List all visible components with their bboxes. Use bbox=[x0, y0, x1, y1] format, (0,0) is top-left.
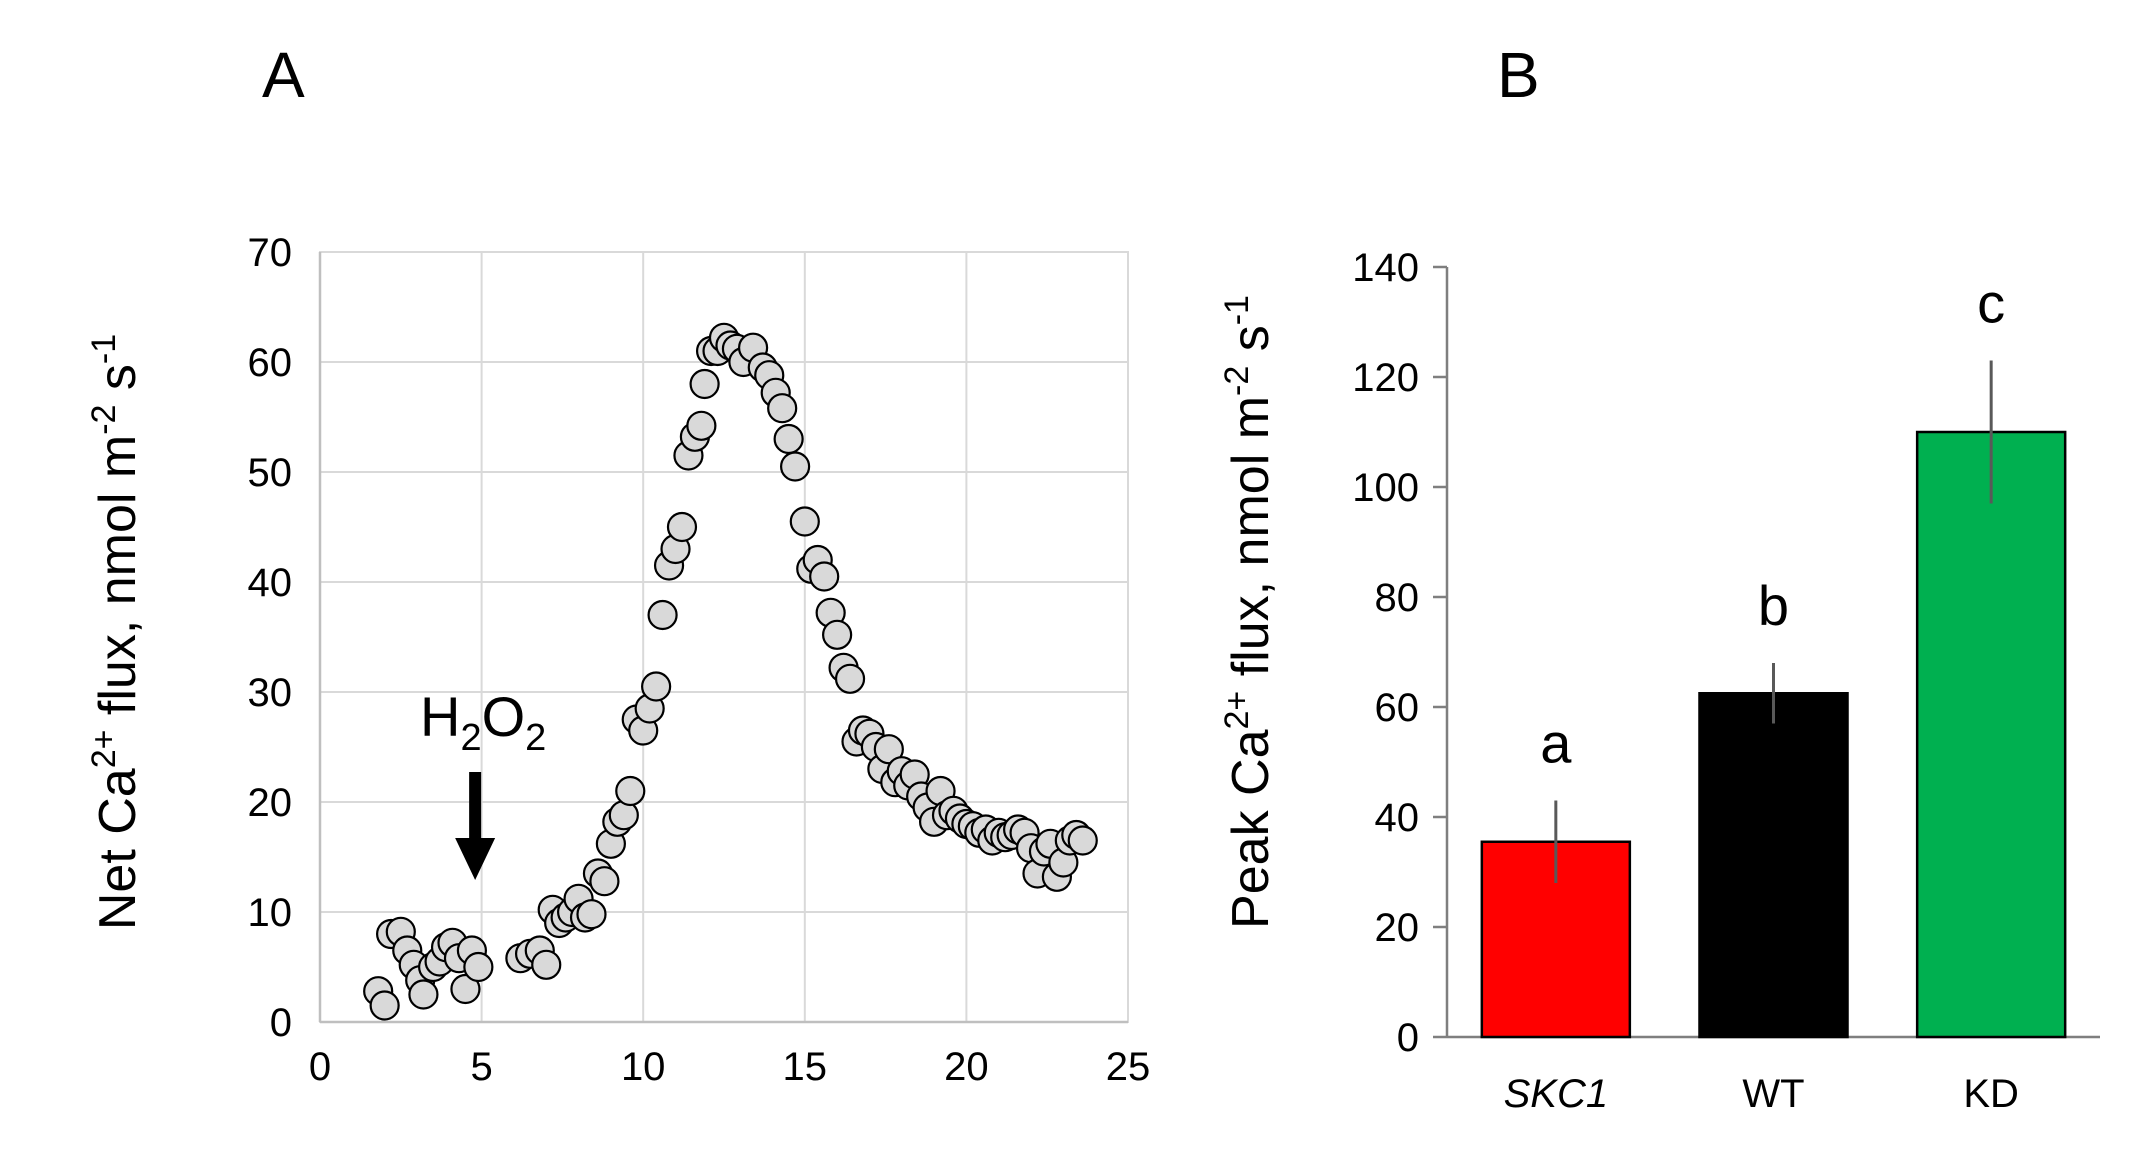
panel-b-bar-kd bbox=[1915, 430, 2067, 1039]
panel-a-data-point bbox=[834, 663, 866, 694]
panel-b-y-tick-label: 140 bbox=[1352, 246, 1419, 290]
panel-a-data-point bbox=[686, 410, 717, 441]
panel-b-category-label: WT bbox=[1742, 1072, 1804, 1116]
panel-a-data-point bbox=[689, 368, 720, 400]
panel-a-y-tick-label: 70 bbox=[248, 231, 293, 275]
panel-a-data-point bbox=[873, 734, 904, 765]
panel-b-label: B bbox=[1497, 39, 1540, 111]
panel-a-gridlines bbox=[319, 251, 1129, 1023]
panel-a-y-tick-label: 20 bbox=[248, 781, 293, 825]
panel-a-data-point bbox=[615, 775, 646, 807]
panel-a-y-tick-label: 60 bbox=[248, 341, 293, 385]
panel-a-data-point bbox=[780, 451, 811, 482]
panel-a-data-point bbox=[641, 671, 672, 702]
panel-a-tick-labels: 0 10 20 30 40 50 60 70 0 5 10 15 20 25 bbox=[248, 231, 1151, 1089]
panel-a-label: A bbox=[262, 39, 305, 111]
panel-a-data-point bbox=[531, 949, 562, 980]
panel-a-data-point bbox=[767, 393, 798, 424]
panel-a-data-point bbox=[589, 866, 620, 897]
panel-a-data-point bbox=[408, 979, 439, 1010]
panel-a-data-points bbox=[363, 322, 1098, 1021]
panel-a-y-axis-title: Net Ca2+ flux, nmol m-2 s-1 bbox=[85, 334, 147, 930]
panel-b: B 0 20 40 60 80 100 120 140 a b c SKC1 WT KD Peak C… bbox=[1218, 39, 2100, 1116]
panel-a-x-tick-label: 5 bbox=[470, 1045, 492, 1089]
panel-b-significance-letter: c bbox=[1977, 272, 2005, 335]
panel-a-data-point bbox=[789, 506, 820, 537]
panel-a-data-point bbox=[666, 511, 698, 543]
panel-a-data-point bbox=[463, 951, 494, 983]
panel-b-y-tick-label: 120 bbox=[1352, 356, 1419, 400]
panel-a-data-point bbox=[773, 423, 804, 455]
panel-a-x-tick-label: 0 bbox=[309, 1045, 331, 1089]
panel-b-error-bars bbox=[1554, 360, 1993, 883]
panel-a-data-point bbox=[369, 990, 400, 1021]
h2o2-label: H2O2 bbox=[420, 685, 546, 759]
panel-b-category-label: SKC1 bbox=[1504, 1072, 1609, 1116]
panel-a-x-tick-label: 20 bbox=[944, 1045, 989, 1089]
panel-a-y-tick-label: 30 bbox=[248, 671, 293, 715]
panel-a-data-point bbox=[647, 599, 678, 631]
panel-a-y-tick-label: 0 bbox=[270, 1001, 292, 1045]
panel-a-y-tick-label: 10 bbox=[248, 891, 293, 935]
panel-a-data-point bbox=[450, 973, 481, 1005]
panel-a-data-point bbox=[822, 619, 853, 650]
panel-a-x-tick-label: 15 bbox=[783, 1045, 828, 1089]
panel-a-x-tick-label: 10 bbox=[621, 1045, 666, 1089]
panel-a: A 0 10 20 30 40 50 60 70 0 5 10 15 20 25 H2O2 Net Ca2… bbox=[85, 39, 1150, 1089]
h2o2-arrow-shaft bbox=[469, 772, 482, 842]
panel-b-significance-letters: a b c bbox=[1540, 272, 2005, 775]
panel-a-y-tick-label: 50 bbox=[248, 451, 293, 495]
panel-b-y-tick-label: 80 bbox=[1375, 576, 1420, 620]
panel-a-data-point bbox=[809, 561, 840, 592]
panel-a-x-tick-label: 25 bbox=[1106, 1045, 1151, 1089]
panel-a-data-point bbox=[1067, 825, 1098, 856]
panel-b-y-tick-label: 40 bbox=[1375, 796, 1420, 840]
h2o2-annotation: H2O2 bbox=[420, 685, 546, 880]
panel-b-y-axis-title: Peak Ca2+ flux, nmol m-2 s-1 bbox=[1218, 295, 1280, 929]
h2o2-arrow-head bbox=[455, 838, 496, 880]
panel-b-y-tick-label: 100 bbox=[1352, 466, 1419, 510]
h2o2-arrow-icon bbox=[455, 772, 496, 880]
panel-b-significance-letter: b bbox=[1758, 574, 1789, 637]
panel-a-plot-frame bbox=[319, 251, 1129, 1023]
panel-b-category-label: KD bbox=[1963, 1072, 2019, 1116]
panel-b-significance-letter: a bbox=[1540, 712, 1572, 775]
panel-b-y-tick-label: 60 bbox=[1375, 686, 1420, 730]
panel-a-data-point bbox=[576, 899, 607, 930]
panel-b-y-tick-label: 20 bbox=[1375, 906, 1420, 950]
panel-b-bars bbox=[1480, 430, 2067, 1039]
panel-a-axes bbox=[318, 252, 1128, 1024]
panel-b-y-tick-label: 0 bbox=[1397, 1016, 1419, 1060]
panel-b-bar-wt bbox=[1698, 692, 1849, 1039]
panel-a-y-tick-label: 40 bbox=[248, 561, 293, 605]
panel-b-category-labels: SKC1 WT KD bbox=[1504, 1072, 2019, 1116]
panel-b-tick-labels: 0 20 40 60 80 100 120 140 bbox=[1352, 246, 1419, 1060]
